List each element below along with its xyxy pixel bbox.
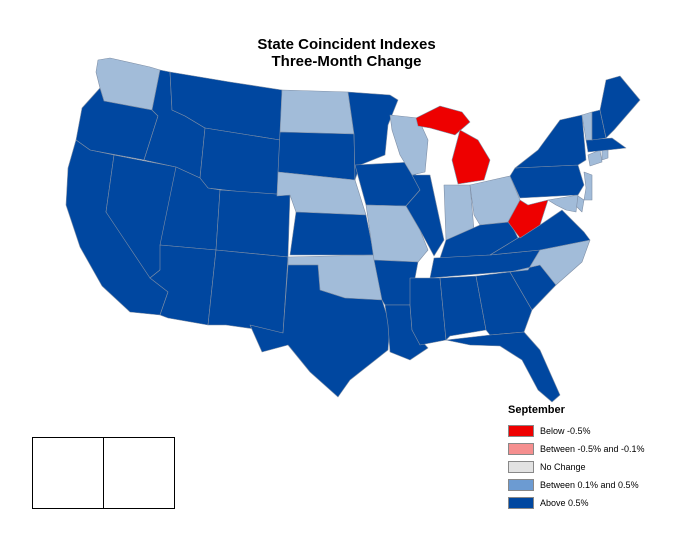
legend-item-below: Below -0.5% [508, 422, 688, 440]
state-co [215, 189, 291, 258]
legend-label: Between 0.1% and 0.5% [540, 480, 639, 490]
legend-label: Below -0.5% [540, 426, 591, 436]
state-sd [277, 131, 356, 181]
state-mi [415, 105, 471, 136]
state-ny [514, 114, 587, 169]
legend-swatch [508, 461, 534, 473]
legend-item-slight-increase: Between 0.1% and 0.5% [508, 476, 688, 494]
state-ri [601, 149, 609, 161]
legend-swatch [508, 479, 534, 491]
state-pa [509, 164, 585, 199]
legend-item-no-change: No Change [508, 458, 688, 476]
legend-item-above: Above 0.5% [508, 494, 688, 512]
state-mi-lower [451, 129, 491, 185]
inset-alaska-hawaii-frame [32, 437, 175, 509]
state-ma [585, 137, 627, 153]
state-nj [583, 171, 593, 201]
state-fl [445, 331, 561, 403]
legend-item-slight-decline: Between -0.5% and -0.1% [508, 440, 688, 458]
state-va [489, 209, 591, 256]
state-al [439, 275, 487, 341]
state-me [599, 75, 641, 139]
state-tx [249, 264, 391, 398]
state-ms [409, 277, 447, 346]
state-ct [587, 149, 603, 167]
map-title-line1: State Coincident Indexes [257, 36, 436, 53]
state-nd [279, 89, 355, 135]
legend-label: Above 0.5% [540, 498, 589, 508]
legend: September Below -0.5% Between -0.5% and … [508, 404, 688, 512]
state-ks [289, 211, 375, 256]
map-title-line2: Three-Month Change [271, 53, 422, 70]
inset-divider [103, 438, 104, 508]
state-mn [347, 91, 399, 181]
state-nm [207, 249, 289, 334]
legend-label: No Change [540, 462, 586, 472]
legend-title: September [508, 404, 565, 416]
state-il [405, 174, 445, 257]
legend-label: Between -0.5% and -0.1% [540, 444, 645, 454]
legend-swatch [508, 425, 534, 437]
state-md [547, 194, 579, 213]
legend-swatch [508, 443, 534, 455]
legend-swatch [508, 497, 534, 509]
state-wy [199, 127, 281, 197]
